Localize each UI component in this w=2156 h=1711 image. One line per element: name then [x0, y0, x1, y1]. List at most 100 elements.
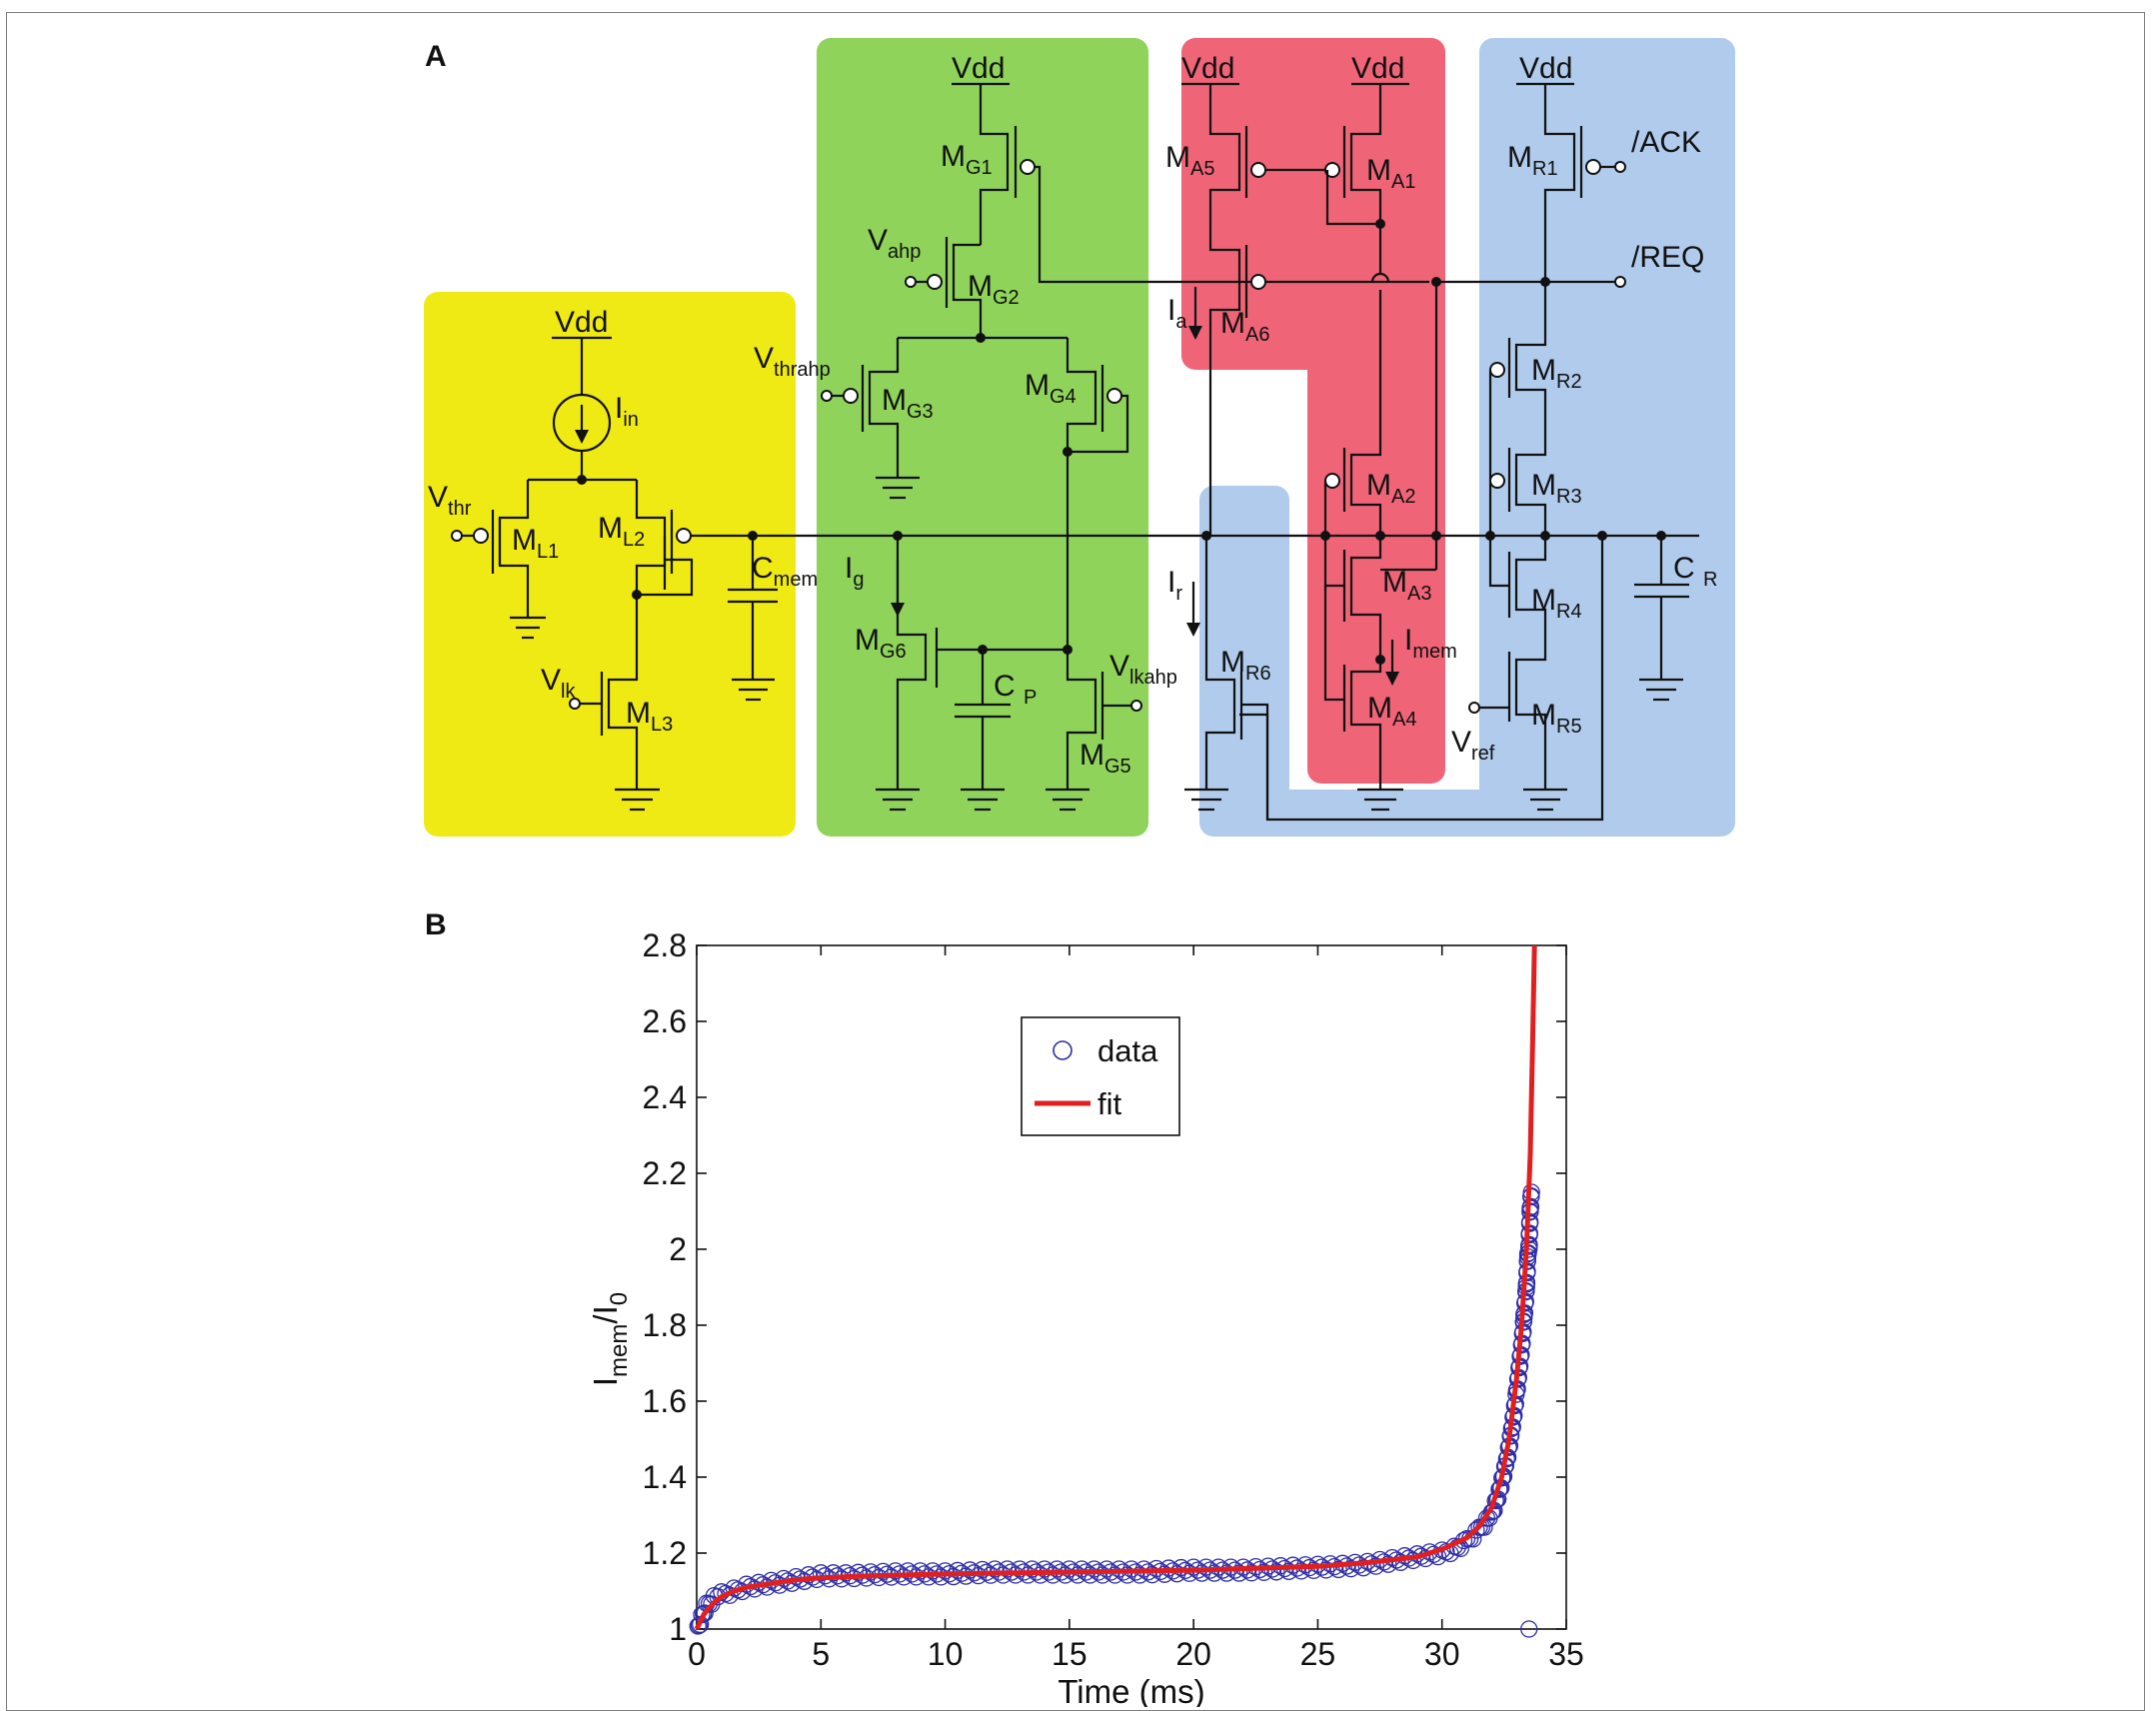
data-point: [1093, 1566, 1111, 1584]
label-M-L3: ML3: [626, 697, 673, 736]
label-M-A6: MA6: [1220, 307, 1269, 346]
data-point: [1130, 1566, 1148, 1584]
data-point: [1317, 1561, 1335, 1579]
x-tick-label: 20: [1175, 1636, 1211, 1672]
x-tick-label: 10: [928, 1636, 964, 1672]
label-V-thrahp: Vthrahp: [754, 342, 831, 381]
data-point: [932, 1568, 951, 1586]
x-tick-label: 35: [1548, 1636, 1584, 1672]
label-M-G2: MG2: [968, 270, 1020, 309]
label-M-R1: MR1: [1507, 141, 1558, 180]
data-point: [1205, 1564, 1223, 1582]
data-point: [1118, 1566, 1136, 1584]
data-point: [1304, 1561, 1322, 1580]
x-tick-label: 15: [1052, 1636, 1087, 1672]
data-point: [1105, 1566, 1124, 1584]
label-I-mem: Imem: [1404, 624, 1457, 663]
label-M-G4: MG4: [1025, 369, 1077, 408]
label-I-in: Iin: [615, 392, 639, 431]
data-point: [1069, 1566, 1086, 1584]
y-tick-label: 1.8: [643, 1307, 687, 1343]
data-point: [1167, 1565, 1186, 1583]
label-V-thr: Vthr: [428, 481, 472, 520]
x-tick-label: 25: [1300, 1636, 1336, 1672]
data-point: [1155, 1565, 1173, 1583]
data-point: [1044, 1566, 1062, 1584]
fit-series-line: [694, 944, 1537, 1631]
data-point: [1267, 1563, 1285, 1581]
adaptation-region: [817, 38, 1148, 837]
y-ticks: 1 1.2 1.4 1.6 1.8 2 2.2 2.4 2.6 2.8: [643, 927, 1566, 1647]
data-point: [1143, 1566, 1161, 1584]
label-M-A2: MA2: [1366, 469, 1415, 508]
y-tick-label: 2.2: [643, 1155, 687, 1191]
label-C-R: C R: [1673, 552, 1717, 591]
label-M-L1: ML1: [512, 524, 559, 563]
legend-box: [1021, 1016, 1180, 1136]
vdd-label-r: Vdd: [1519, 52, 1572, 85]
label-M-A1: MA1: [1366, 154, 1415, 193]
label-M-A3: MA3: [1382, 566, 1431, 605]
vdd-label-g: Vdd: [952, 52, 1005, 85]
data-point: [690, 1616, 709, 1634]
label-M-G3: MG3: [882, 384, 934, 423]
label-M-R2: MR2: [1531, 354, 1582, 393]
y-tick-label: 2.4: [643, 1079, 687, 1115]
data-point: [1520, 1620, 1538, 1638]
label-V-lk: Vlk: [541, 664, 576, 703]
x-ticks: 0 5 10 15 20 25 30 35: [688, 945, 1584, 1672]
leaky-integrator-region: [424, 292, 796, 837]
label-M-L2: ML2: [598, 512, 645, 551]
label-V-ahp: Vahp: [868, 224, 921, 263]
reset-circuit: Vdd: [1167, 52, 1717, 822]
label-M-R6: MR6: [1220, 646, 1271, 685]
legend-fit-label: fit: [1097, 1086, 1122, 1121]
label-V-lkahp: Vlkahp: [1109, 650, 1177, 689]
label-V-ref: Vref: [1451, 726, 1495, 765]
label-M-R3: MR3: [1531, 469, 1582, 508]
x-tick-label: 30: [1424, 1636, 1460, 1672]
label-I-r: Ir: [1167, 566, 1182, 605]
legend-data-marker: [1053, 1040, 1073, 1060]
label-C-mem: Cmem: [752, 552, 818, 591]
x-tick-label: 0: [688, 1636, 706, 1672]
label-M-A5: MA5: [1165, 141, 1214, 180]
req-label: /REQ: [1631, 241, 1704, 274]
data-point: [1254, 1563, 1273, 1581]
label-I-a: Ia: [1167, 294, 1187, 333]
y-tick-label: 2: [669, 1231, 687, 1267]
adaptation-circuit: Vdd: [754, 52, 1429, 812]
y-tick-label: 1: [669, 1611, 687, 1647]
label-M-A4: MA4: [1367, 692, 1416, 731]
y-tick-label: 1.6: [643, 1383, 687, 1419]
y-tick-label: 1.4: [643, 1459, 687, 1495]
x-tick-label: 5: [812, 1636, 830, 1672]
data-point: [1057, 1566, 1075, 1584]
data-point: [1329, 1560, 1347, 1579]
data-point: [1180, 1564, 1198, 1582]
panel-b-label: B: [425, 908, 447, 941]
ack-label: /ACK: [1631, 126, 1701, 159]
y-axis-label: Imem/I0: [587, 1292, 633, 1386]
vdd-label-l: Vdd: [555, 306, 608, 339]
data-point: [1279, 1562, 1298, 1581]
leaky-integrator-circuit: Vdd: [428, 306, 1699, 812]
data-point: [1292, 1562, 1310, 1580]
panel-a-label: A: [425, 40, 447, 73]
vdd-label-a1: Vdd: [1351, 52, 1404, 85]
label-M-G5: MG5: [1079, 739, 1131, 778]
label-M-G1: MG1: [941, 140, 993, 179]
legend: data fit: [1021, 1016, 1180, 1136]
chart: 0 5 10 15 20 25 30 35 1 1.2 1.4 1.6 1.8 2 2.2 2.4 2.6 2.…: [587, 927, 1584, 1707]
data-point: [1230, 1564, 1248, 1582]
data-point: [696, 1604, 714, 1622]
label-M-R5: MR5: [1531, 699, 1582, 738]
vdd-label-a5: Vdd: [1181, 52, 1234, 85]
data-point: [1080, 1566, 1099, 1584]
x-axis-label: Time (ms): [1058, 1673, 1204, 1707]
y-tick-label: 2.6: [643, 1003, 687, 1039]
data-point: [1192, 1564, 1211, 1582]
data-point: [1217, 1564, 1235, 1582]
legend-data-label: data: [1097, 1033, 1158, 1068]
